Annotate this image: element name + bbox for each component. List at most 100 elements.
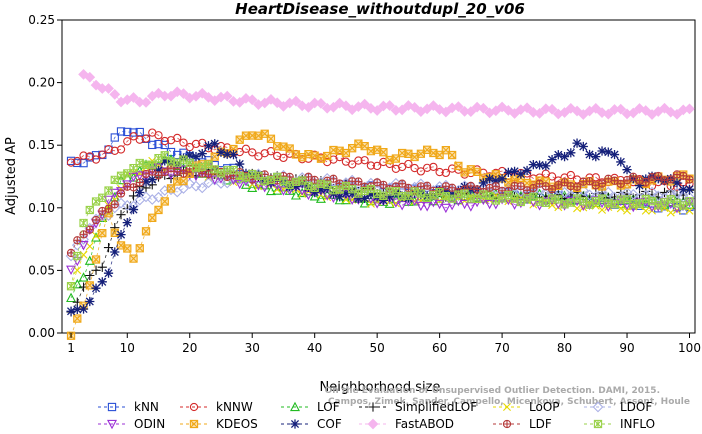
data-point [129, 128, 138, 137]
data-point [427, 100, 439, 112]
data-point [640, 105, 652, 116]
data-point [603, 147, 613, 157]
data-point [672, 178, 682, 188]
data-point [198, 162, 207, 172]
data-point [254, 171, 263, 180]
data-point [671, 187, 683, 199]
data-point [366, 161, 376, 170]
data-point [110, 133, 119, 142]
data-point [547, 184, 557, 194]
data-point [78, 272, 89, 282]
data-point [79, 151, 88, 160]
data-point [634, 180, 645, 191]
data-point [610, 176, 619, 185]
data-point [334, 194, 345, 205]
data-point [590, 102, 602, 114]
data-point [185, 150, 195, 160]
data-point [109, 88, 121, 100]
watermark-line-2: Campos, Zimek, Sander, Campello, Micenko… [328, 397, 690, 407]
y-axis-label: Adjusted AP [4, 137, 19, 215]
data-point [572, 182, 582, 191]
data-point [191, 151, 201, 162]
data-point [128, 92, 139, 103]
data-point [135, 158, 144, 168]
data-point [371, 105, 383, 116]
data-point [385, 192, 395, 202]
data-point [373, 161, 382, 171]
data-point [559, 107, 570, 118]
data-point [123, 169, 132, 178]
data-point [646, 186, 658, 198]
data-point [465, 106, 477, 118]
data-point [441, 186, 451, 196]
data-point [265, 94, 277, 105]
data-point [447, 189, 457, 199]
legend-label: LDOF [620, 400, 652, 414]
data-point [122, 218, 132, 228]
y-tick-label: 0.15 [28, 138, 55, 152]
data-point [522, 165, 532, 176]
data-point [173, 158, 182, 167]
data-point [303, 101, 314, 113]
data-point [204, 170, 213, 179]
data-point [641, 194, 650, 204]
data-point [103, 195, 114, 206]
data-point [510, 194, 519, 203]
data-point [666, 208, 675, 217]
y-tick-label: 0.00 [28, 326, 55, 340]
data-point [84, 255, 95, 265]
data-point [266, 147, 276, 156]
data-point [316, 154, 326, 163]
legend-item-lof: LOF [281, 400, 340, 414]
data-point [160, 156, 170, 166]
data-point [191, 139, 201, 149]
data-point [72, 304, 82, 315]
data-point [360, 156, 369, 165]
data-point [496, 101, 508, 113]
data-point [122, 180, 133, 190]
data-point [128, 204, 139, 215]
data-point [310, 187, 320, 197]
data-point [78, 304, 89, 314]
data-point [491, 182, 500, 191]
data-point [148, 160, 157, 169]
data-point [591, 181, 600, 190]
data-point [128, 172, 139, 183]
data-point [566, 148, 576, 158]
data-point [654, 201, 663, 210]
data-point [554, 195, 563, 204]
data-point [154, 154, 163, 163]
legend-label: KDEOS [216, 417, 258, 431]
data-point [154, 131, 163, 140]
data-point [435, 150, 444, 160]
data-point [209, 175, 220, 185]
data-point [598, 205, 607, 214]
data-point [279, 176, 288, 185]
data-point [123, 244, 132, 253]
data-point [584, 189, 595, 201]
data-point [547, 172, 557, 181]
data-point [348, 185, 357, 194]
legend-swatch-marker [593, 419, 603, 429]
data-point [97, 262, 107, 272]
data-point [354, 156, 363, 165]
data-point [409, 101, 421, 113]
data-point [585, 177, 594, 186]
data-point [441, 168, 451, 178]
data-point [73, 314, 82, 323]
data-point [560, 200, 569, 209]
x-tick-label: 50 [370, 341, 385, 355]
data-point [279, 153, 288, 163]
data-point [579, 197, 588, 206]
data-point [610, 200, 619, 209]
legend-swatch-marker [592, 401, 604, 413]
data-point [435, 167, 444, 177]
data-point [116, 145, 126, 154]
data-point [254, 131, 263, 140]
data-point [203, 141, 214, 151]
y-tick-label: 0.25 [28, 13, 55, 27]
data-point [429, 191, 438, 200]
plot-area [61, 19, 696, 334]
data-point [265, 185, 276, 196]
data-point [85, 270, 95, 281]
